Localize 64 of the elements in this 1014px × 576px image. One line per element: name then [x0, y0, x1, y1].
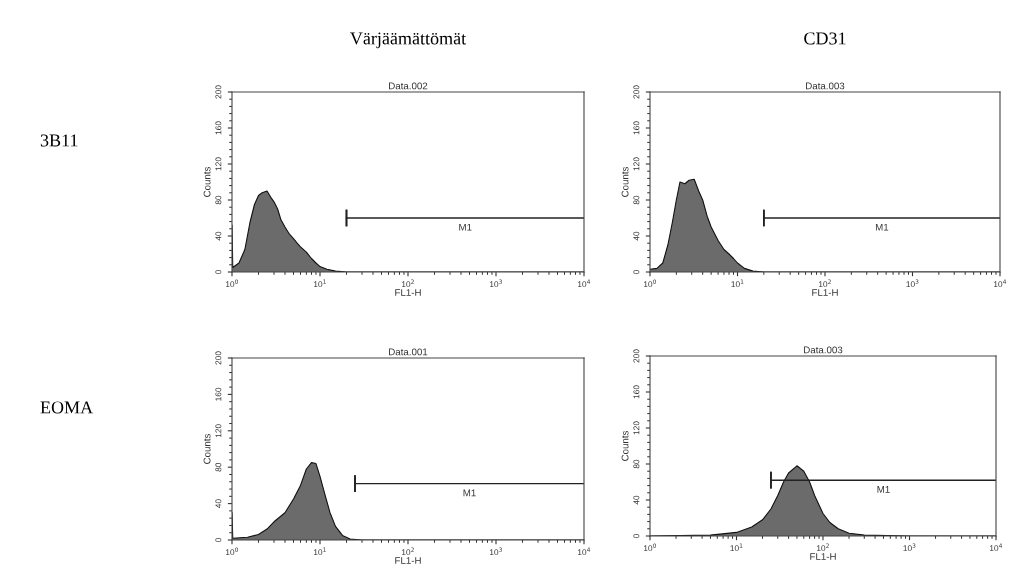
- y-tick-label: 120: [215, 157, 222, 171]
- y-axis-title: Counts: [203, 433, 211, 464]
- text: EOMA: [40, 401, 94, 414]
- chart-title: Data.002: [389, 82, 428, 90]
- x-tick-label: 10$^{1}$: [731, 279, 744, 288]
- y-tick-label: 40: [215, 499, 222, 509]
- y-tick-label: 40: [633, 495, 640, 505]
- x-tick-label: 10$^{0}$: [225, 279, 239, 288]
- chart-title: Data.003: [804, 346, 843, 354]
- x-tick-label: 10$^{4}$: [989, 543, 1003, 552]
- y-tick-label: 80: [633, 459, 640, 469]
- y-axis-title: Counts: [621, 430, 629, 461]
- x-tick-label: 10$^{2}$: [816, 543, 829, 552]
- chart-title: Data.003: [806, 82, 845, 90]
- y-tick-label: 200: [215, 85, 222, 99]
- x-axis-title: FL1-H: [812, 289, 838, 296]
- x-tick-label: 10$^{4}$: [577, 547, 591, 556]
- x-tick-label: 10$^{4}$: [577, 279, 591, 288]
- y-axis-title: Counts: [621, 166, 629, 197]
- x-tick-label: 10$^{0}$: [643, 543, 657, 552]
- x-axis-title: FL1-H: [395, 289, 421, 296]
- x-tick-label: 10$^{1}$: [730, 543, 743, 552]
- x-axis-title: FL1-H: [810, 553, 836, 560]
- y-tick-label: 0: [633, 270, 640, 274]
- y-tick-label: 80: [215, 462, 222, 472]
- x-tick-label: 10$^{2}$: [818, 279, 831, 288]
- y-tick-label: 160: [215, 387, 222, 401]
- y-axis-title: Counts: [203, 166, 211, 197]
- y-tick-label: 0: [215, 538, 222, 542]
- y-tick-label: 120: [215, 424, 222, 438]
- x-axis-title: FL1-H: [395, 557, 421, 564]
- x-tick-label: 10$^{4}$: [993, 279, 1007, 288]
- series-label: M1: [877, 486, 890, 493]
- x-tick-label: 10$^{3}$: [489, 279, 502, 288]
- text: 3B11: [40, 134, 78, 147]
- chart-subtitle: Värjäämättömät: [350, 32, 467, 49]
- x-tick-label: 10$^{0}$: [225, 547, 239, 556]
- x-tick-label: 10$^{3}$: [906, 279, 919, 288]
- chart-subtitle: CD31: [804, 32, 846, 45]
- x-tick-label: 10$^{1}$: [313, 279, 326, 288]
- series-label: M1: [459, 223, 472, 231]
- y-tick-label: 40: [633, 231, 640, 241]
- y-tick-label: 80: [215, 195, 222, 205]
- x-tick-label: 10$^{2}$: [401, 279, 414, 288]
- y-tick-label: 40: [215, 231, 222, 241]
- y-tick-label: 120: [633, 421, 640, 435]
- chart-title: Data.001: [389, 348, 428, 356]
- y-tick-label: 200: [215, 351, 222, 365]
- y-tick-label: 200: [633, 349, 640, 363]
- y-tick-label: 160: [215, 121, 222, 135]
- y-tick-label: 160: [633, 121, 640, 135]
- x-tick-label: 10$^{2}$: [401, 547, 414, 556]
- x-tick-label: 10$^{3}$: [489, 547, 502, 556]
- y-tick-label: 160: [633, 385, 640, 399]
- y-tick-label: 0: [633, 534, 640, 538]
- y-tick-label: 80: [633, 195, 640, 205]
- x-tick-label: 10$^{3}$: [903, 543, 916, 552]
- x-tick-label: 10$^{0}$: [643, 279, 657, 288]
- y-tick-label: 0: [215, 270, 222, 274]
- y-tick-label: 200: [633, 85, 640, 99]
- series-label: M1: [463, 489, 476, 497]
- series-label: M1: [875, 223, 889, 231]
- y-tick-label: 120: [633, 157, 640, 171]
- x-tick-label: 10$^{1}$: [313, 547, 326, 556]
